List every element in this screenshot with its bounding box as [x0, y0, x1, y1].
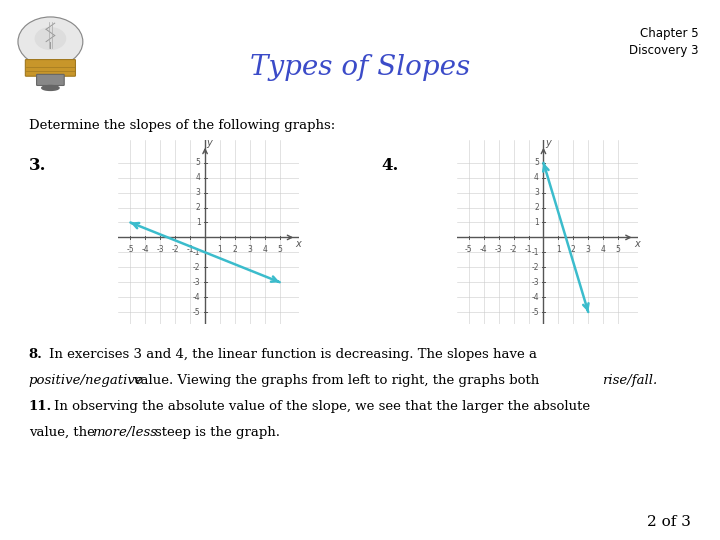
Text: 3.: 3.: [29, 157, 46, 173]
Text: 1: 1: [556, 245, 561, 254]
Text: In observing the absolute value of the slope, we see that the larger the absolut: In observing the absolute value of the s…: [54, 400, 590, 413]
Text: -4: -4: [531, 293, 539, 302]
Text: positive/negative: positive/negative: [29, 374, 143, 387]
Text: -4: -4: [142, 245, 149, 254]
Text: -3: -3: [531, 278, 539, 287]
Text: Chapter 5
Discovery 3: Chapter 5 Discovery 3: [629, 27, 698, 57]
Text: 1: 1: [196, 218, 201, 227]
Text: 2: 2: [233, 245, 238, 254]
Text: x: x: [634, 239, 639, 249]
Text: 1: 1: [217, 245, 222, 254]
Text: 2: 2: [196, 203, 201, 212]
Text: 4: 4: [262, 245, 267, 254]
Text: 3: 3: [248, 245, 252, 254]
Text: Types of Slopes: Types of Slopes: [250, 54, 470, 81]
Text: -5: -5: [465, 245, 472, 254]
Text: -5: -5: [531, 308, 539, 316]
FancyBboxPatch shape: [37, 75, 64, 85]
Text: -3: -3: [193, 278, 201, 287]
Text: -5: -5: [193, 308, 201, 316]
Text: steep is the graph.: steep is the graph.: [155, 426, 280, 439]
Text: 3: 3: [196, 188, 201, 197]
Text: -1: -1: [525, 245, 532, 254]
Text: 4: 4: [196, 173, 201, 182]
Text: -2: -2: [171, 245, 179, 254]
Text: 5: 5: [196, 158, 201, 167]
Text: -1: -1: [531, 248, 539, 257]
Text: y: y: [207, 138, 212, 147]
Text: -2: -2: [531, 263, 539, 272]
Text: y: y: [545, 138, 551, 147]
Text: 2 of 3: 2 of 3: [647, 515, 691, 529]
Text: -4: -4: [193, 293, 201, 302]
Ellipse shape: [42, 85, 59, 90]
Text: In exercises 3 and 4, the linear function is decreasing. The slopes have a: In exercises 3 and 4, the linear functio…: [49, 348, 537, 361]
Text: 3: 3: [586, 245, 590, 254]
Text: 3: 3: [534, 188, 539, 197]
Text: -1: -1: [186, 245, 194, 254]
Text: 5: 5: [277, 245, 282, 254]
FancyBboxPatch shape: [25, 59, 76, 76]
Text: -5: -5: [127, 245, 134, 254]
Text: rise/fall.: rise/fall.: [602, 374, 657, 387]
Text: value. Viewing the graphs from left to right, the graphs both: value. Viewing the graphs from left to r…: [133, 374, 548, 387]
Text: 4: 4: [600, 245, 606, 254]
Text: 11.: 11.: [29, 400, 52, 413]
Text: 8.: 8.: [29, 348, 42, 361]
Text: -2: -2: [193, 263, 201, 272]
Text: -2: -2: [510, 245, 518, 254]
Text: 1: 1: [534, 218, 539, 227]
Text: -1: -1: [193, 248, 201, 257]
Text: 4: 4: [534, 173, 539, 182]
Text: more/less: more/less: [92, 426, 157, 439]
Ellipse shape: [18, 17, 83, 66]
Text: -3: -3: [156, 245, 164, 254]
Text: value, the: value, the: [29, 426, 99, 439]
Text: 5: 5: [616, 245, 621, 254]
Text: x: x: [295, 239, 301, 249]
Text: Determine the slopes of the following graphs:: Determine the slopes of the following gr…: [29, 119, 335, 132]
Text: -3: -3: [495, 245, 503, 254]
Text: 4.: 4.: [382, 157, 399, 173]
Text: 5: 5: [534, 158, 539, 167]
Text: 2: 2: [571, 245, 576, 254]
Text: -4: -4: [480, 245, 487, 254]
Ellipse shape: [35, 28, 66, 49]
Text: 2: 2: [534, 203, 539, 212]
